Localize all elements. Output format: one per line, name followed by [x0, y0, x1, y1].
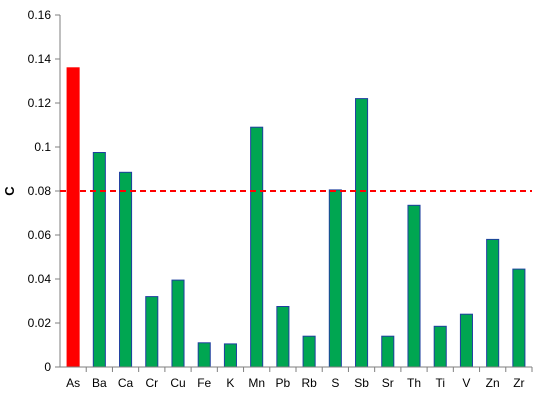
bar-ba — [92, 152, 106, 368]
x-tick-label-zr: Zr — [513, 376, 524, 390]
x-tick-label-ca: Ca — [118, 376, 134, 390]
y-tick-label: 0.14 — [28, 52, 52, 66]
x-tick-label-rb: Rb — [301, 376, 317, 390]
bar-ti — [433, 325, 447, 368]
bar-fe — [197, 342, 211, 368]
y-tick-label: 0.02 — [28, 316, 52, 330]
x-tick-label-as: As — [66, 376, 80, 390]
x-tick-label-sb: Sb — [354, 376, 369, 390]
y-tick-label: 0 — [44, 360, 51, 374]
bar-pb — [276, 306, 290, 368]
y-axis-ticks: 0 0.02 0.04 0.06 0.08 0.1 0.12 0.14 0.16 — [28, 8, 60, 374]
bar-zr — [512, 268, 526, 368]
y-tick-label: 0.08 — [28, 184, 52, 198]
x-tick-label-s: S — [331, 376, 339, 390]
x-tick-label-pb: Pb — [276, 376, 291, 390]
x-tick-label-cu: Cu — [170, 376, 185, 390]
bar-as — [66, 67, 80, 368]
bar-sb — [355, 98, 369, 368]
x-tick-label-sr: Sr — [382, 376, 394, 390]
y-tick-label: 0.06 — [28, 228, 52, 242]
y-axis-title: C — [2, 186, 17, 196]
bar-s — [328, 189, 342, 368]
x-tick-label-cr: Cr — [145, 376, 158, 390]
bar-v — [459, 313, 473, 368]
bar-rb — [302, 335, 316, 368]
x-tick-label-k: K — [226, 376, 234, 390]
y-tick-label: 0.16 — [28, 8, 52, 22]
x-tick-label-th: Th — [407, 376, 421, 390]
x-tick-label-mn: Mn — [248, 376, 265, 390]
bar-k — [223, 343, 237, 368]
x-tick-label-ba: Ba — [92, 376, 107, 390]
x-tick-label-ti: Ti — [435, 376, 445, 390]
x-tick-label-zn: Zn — [486, 376, 500, 390]
bar-mn — [250, 126, 264, 368]
bar-cr — [145, 296, 159, 368]
y-tick-label: 0.1 — [34, 140, 51, 154]
x-axis-ticks: As Ba Ca Cr Cu Fe K Mn Pb Rb S Sb Sr Th Ti V Zn Zr — [66, 367, 533, 390]
bar-sr — [381, 335, 395, 368]
bar-zn — [486, 238, 500, 368]
bar-cu — [171, 279, 185, 368]
bar-th — [407, 204, 421, 368]
bar-ca — [119, 171, 133, 368]
y-tick-label: 0.04 — [28, 272, 52, 286]
y-tick-label: 0.12 — [28, 96, 52, 110]
x-tick-label-fe: Fe — [197, 376, 211, 390]
x-tick-label-v: V — [462, 376, 470, 390]
bars — [66, 67, 526, 368]
